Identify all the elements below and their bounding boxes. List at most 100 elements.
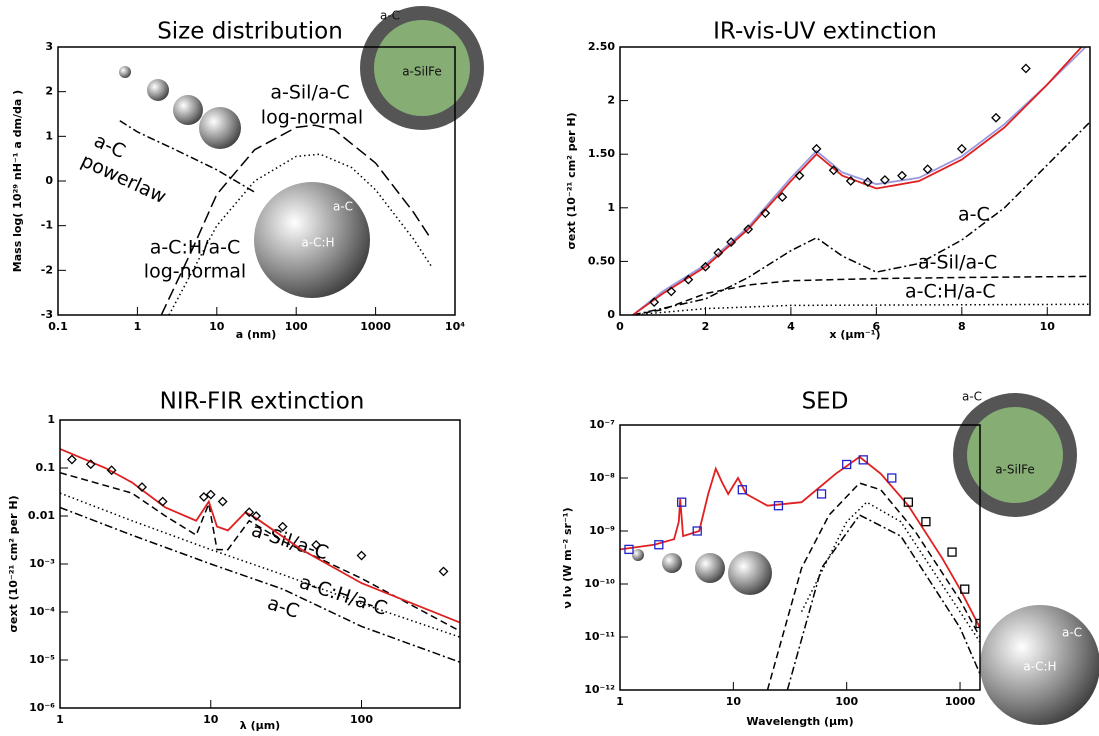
- data-point: [845, 176, 856, 186]
- x-tick-label: 10⁴: [445, 320, 465, 333]
- x-tick-label: 6: [873, 320, 881, 333]
- series-line: [60, 471, 460, 632]
- plot-area: [620, 455, 980, 690]
- data-point: [217, 496, 228, 507]
- y-tick-label: 0.1: [36, 461, 56, 474]
- x-tick-label: 100: [285, 320, 308, 333]
- data-point: [726, 237, 737, 248]
- y-tick-label: 10⁻⁸: [589, 471, 615, 484]
- data-point: [947, 547, 957, 557]
- sphere-label: a-SilFe: [402, 65, 442, 79]
- series-line: [632, 47, 1087, 315]
- data-point: [311, 539, 322, 550]
- x-axis-label: λ (μm): [240, 719, 280, 732]
- data-point: [862, 177, 873, 187]
- data-point: [654, 540, 664, 550]
- data-point: [903, 497, 914, 507]
- y-tick-label: 10⁻¹²: [584, 683, 615, 696]
- y-tick-label: 2: [607, 94, 615, 107]
- plot-frame: [59, 419, 461, 709]
- annotation: a-C:H/a-C: [150, 237, 241, 259]
- series-line: [632, 275, 1090, 315]
- data-point: [743, 224, 754, 235]
- data-point: [157, 496, 168, 507]
- series-line: [160, 124, 432, 315]
- data-point: [858, 455, 868, 465]
- data-point: [737, 485, 747, 495]
- annotation: a-C: [265, 592, 302, 623]
- plot-frame: [57, 46, 456, 316]
- data-point: [67, 454, 77, 465]
- y-tick-label: 1: [45, 129, 53, 142]
- sphere-label: a-C: [962, 390, 982, 404]
- data-point: [922, 164, 933, 175]
- x-tick-label: 10: [203, 713, 219, 726]
- data-point: [1020, 63, 1031, 74]
- series-line: [766, 482, 980, 690]
- series-line: [620, 455, 980, 629]
- y-tick-label: 10⁻⁶: [29, 701, 55, 714]
- y-tick-label: -3: [41, 308, 53, 321]
- chart-title: SED: [802, 389, 849, 415]
- data-point: [700, 261, 711, 272]
- x-tick-label: 10: [726, 695, 742, 708]
- series-line: [786, 514, 980, 690]
- data-point: [760, 208, 771, 219]
- data-point: [811, 143, 822, 154]
- x-tick-label: 1000: [945, 695, 976, 708]
- x-tick-label: 10: [209, 320, 225, 333]
- data-point: [649, 297, 660, 308]
- y-tick-label: 0.01: [28, 509, 55, 522]
- annotation: powerlaw: [78, 150, 170, 208]
- x-axis-label: x (μm⁻¹): [829, 328, 880, 341]
- series-line: [60, 506, 460, 663]
- sphere-label: a-C:H: [301, 236, 334, 250]
- y-tick-label: 10⁻¹¹: [584, 630, 615, 643]
- data-point: [85, 459, 96, 470]
- y-axis-label: σext (10⁻²¹ cm² per H): [7, 495, 20, 632]
- data-point: [887, 473, 897, 483]
- data-point: [921, 517, 931, 527]
- x-tick-label: 1: [134, 320, 142, 333]
- data-point: [879, 175, 890, 185]
- data-point: [692, 526, 702, 536]
- y-tick-label: 0.50: [588, 254, 615, 267]
- data-point: [244, 507, 255, 518]
- y-axis-label: σext (10⁻²¹ cm² per H): [565, 112, 578, 249]
- annotation: a-Sil/a-C: [918, 252, 997, 274]
- data-point: [816, 489, 827, 499]
- series-line: [632, 303, 1090, 315]
- sphere-label: a-C: [380, 9, 400, 23]
- chart-title: Size distribution: [157, 19, 343, 45]
- y-tick-label: 2: [45, 85, 53, 98]
- data-point: [991, 112, 1001, 123]
- annotation: a-Sil/a-C: [270, 82, 349, 104]
- annotation: a-C:H/a-C: [905, 281, 996, 303]
- series-line: [800, 501, 980, 643]
- x-tick-label: 1: [56, 713, 64, 726]
- data-point: [683, 274, 694, 285]
- data-point: [956, 143, 967, 154]
- y-tick-label: 10⁻⁹: [589, 524, 615, 537]
- series-line: [632, 121, 1090, 315]
- y-axis-label: ν Iν (W m⁻² sr⁻¹): [561, 507, 574, 608]
- data-point: [828, 165, 839, 176]
- x-axis-label: Wavelength (μm): [746, 715, 853, 728]
- sphere-label: a-C: [1062, 626, 1082, 640]
- y-tick-label: 0: [45, 174, 53, 187]
- annotation: log-normal: [261, 107, 363, 129]
- sphere-label: a-C:H: [1023, 660, 1056, 674]
- data-point: [897, 170, 907, 181]
- x-tick-label: 0.1: [48, 320, 68, 333]
- data-point: [251, 511, 262, 521]
- series-line: [119, 120, 256, 193]
- series-line: [60, 492, 460, 638]
- data-point: [975, 618, 980, 629]
- x-tick-label: 0: [616, 320, 624, 333]
- chart-title: NIR-FIR extinction: [160, 389, 365, 415]
- x-tick-label: 8: [958, 320, 966, 333]
- y-tick-label: 1.50: [588, 147, 615, 160]
- x-tick-label: 1: [616, 695, 624, 708]
- data-point: [777, 192, 788, 202]
